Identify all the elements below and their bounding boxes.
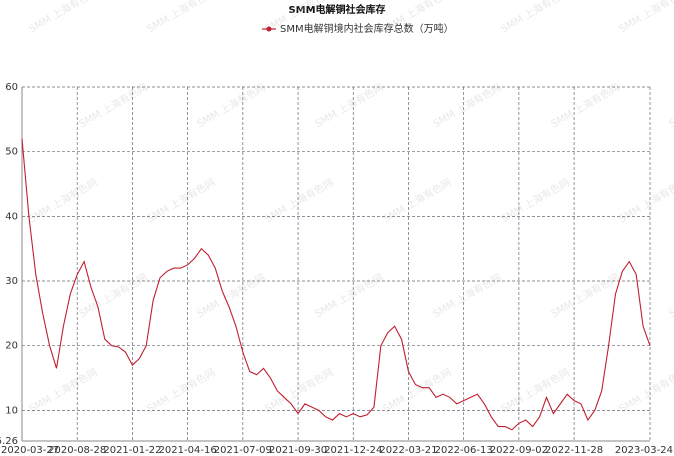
y-tick-label: 5.26 xyxy=(0,436,18,447)
watermark: SMM 上海有色网 xyxy=(499,366,572,416)
watermark: SMM 上海有色网 xyxy=(617,176,674,226)
x-tick-label: 2020-08-28 xyxy=(48,445,106,456)
watermark: SMM 上海有色网 xyxy=(313,81,386,131)
watermark: SMM 上海有色网 xyxy=(27,0,100,35)
watermark: SMM 上海有色网 xyxy=(617,366,674,416)
x-tick-label: 2022-03-21 xyxy=(379,445,437,456)
y-tick-label: 20 xyxy=(5,341,18,352)
watermark: SMM 上海有色网 xyxy=(263,176,336,226)
x-tick-label: 2023-03-24 xyxy=(615,445,673,456)
x-tick-label: 2022-09-02 xyxy=(490,445,548,456)
legend-marker xyxy=(266,26,272,32)
y-tick-label: 50 xyxy=(5,147,18,158)
y-tick-label: 60 xyxy=(5,82,18,93)
data-line xyxy=(21,138,651,431)
watermark: SMM 上海有色网 xyxy=(77,271,150,321)
watermark: SMM 上海有色网 xyxy=(667,271,674,321)
watermark: SMM 上海有色网 xyxy=(549,271,622,321)
watermark: SMM 上海有色网 xyxy=(195,81,268,131)
x-tick-label: 2022-11-28 xyxy=(545,445,603,456)
x-tick-label: 2021-12-24 xyxy=(324,445,382,456)
legend-label: SMM电解铜境内社会库存总数（万吨） xyxy=(280,22,454,35)
x-tick-label: 2021-09-30 xyxy=(269,445,327,456)
watermark: SMM 上海有色网 xyxy=(27,176,100,226)
watermark: SMM 上海有色网 xyxy=(145,176,218,226)
x-tick-label: 2021-04-16 xyxy=(159,445,217,456)
watermark: SMM 上海有色网 xyxy=(499,176,572,226)
watermark: SMM 上海有色网 xyxy=(77,81,150,131)
watermark: SMM 上海有色网 xyxy=(549,81,622,131)
y-tick-label: 10 xyxy=(5,405,18,416)
y-tick-label: 40 xyxy=(5,211,18,222)
x-tick-label: 2020-03-27 xyxy=(1,445,59,456)
watermark: SMM 上海有色网 xyxy=(263,366,336,416)
y-tick-label: 30 xyxy=(5,276,18,287)
watermark: SMM 上海有色网 xyxy=(617,0,674,35)
watermark: SMM 上海有色网 xyxy=(27,366,100,416)
watermark: SMM 上海有色网 xyxy=(313,271,386,321)
watermark: SMM 上海有色网 xyxy=(431,271,504,321)
watermark: SMM 上海有色网 xyxy=(381,176,454,226)
x-tick-label: 2021-07-09 xyxy=(214,445,272,456)
x-tick-label: 2021-01-22 xyxy=(103,445,161,456)
watermark: SMM 上海有色网 xyxy=(667,81,674,131)
watermark: SMM 上海有色网 xyxy=(499,0,572,35)
watermark: SMM 上海有色网 xyxy=(145,0,218,35)
chart-title: SMM电解铜社会库存 xyxy=(288,3,385,16)
watermark: SMM 上海有色网 xyxy=(431,81,504,131)
watermark: SMM 上海有色网 xyxy=(145,366,218,416)
watermark: SMM 上海有色网 xyxy=(381,366,454,416)
x-tick-label: 2022-06-13 xyxy=(435,445,493,456)
